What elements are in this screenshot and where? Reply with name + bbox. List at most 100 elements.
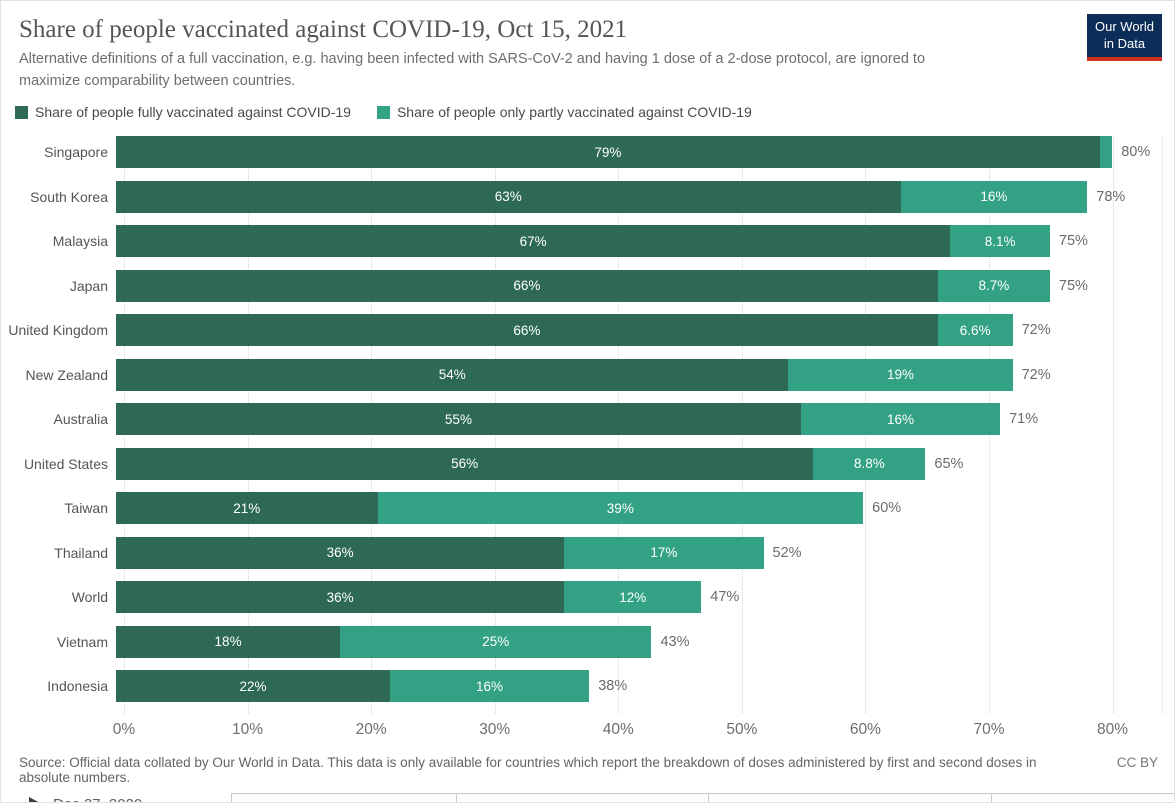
bar-value-label-full: 67%	[519, 233, 547, 249]
legend-item[interactable]: Share of people fully vaccinated against…	[15, 104, 351, 120]
play-icon[interactable]	[27, 796, 43, 803]
bar-rows: Singapore 79% 80% South Korea 63% 16% 78…	[1, 136, 1174, 715]
bar-value-label-part: 8.8%	[853, 456, 885, 472]
bar-value-label-part: 25%	[482, 634, 510, 650]
bar-value-label-full: 55%	[444, 411, 472, 427]
bar-segment-partly-vaccinated[interactable]: 16%	[900, 180, 1088, 213]
bar-segment-partly-vaccinated[interactable]: 6.6%	[937, 314, 1013, 347]
bar-track: 21% 39% 60%	[116, 492, 1162, 525]
bar-track: 54% 19% 72%	[116, 358, 1162, 391]
bar-segment-fully-vaccinated[interactable]: 21%	[116, 492, 378, 525]
bar-track: 36% 17% 52%	[116, 536, 1162, 569]
country-label: Thailand	[54, 544, 108, 561]
bar-value-label-part: 16%	[476, 678, 504, 694]
bar-row: World 36% 12% 47%	[1, 581, 1174, 626]
bar-segment-partly-vaccinated[interactable]: 8.8%	[813, 447, 926, 480]
bar-segment-fully-vaccinated[interactable]: 22%	[116, 670, 390, 703]
bar-segment-fully-vaccinated[interactable]: 55%	[116, 403, 801, 436]
bar-row: South Korea 63% 16% 78%	[1, 180, 1174, 226]
bar-value-label-full: 56%	[451, 456, 479, 472]
bar-segment-fully-vaccinated[interactable]: 63%	[116, 180, 901, 213]
bar-value-label-part: 19%	[886, 367, 914, 383]
bar-segment-fully-vaccinated[interactable]: 36%	[116, 536, 565, 569]
bar-total-label: 75%	[1058, 233, 1088, 250]
bar-segment-fully-vaccinated[interactable]: 54%	[116, 358, 789, 391]
bar-segment-fully-vaccinated[interactable]: 56%	[116, 447, 814, 480]
chart-legend: Share of people fully vaccinated against…	[15, 104, 1156, 120]
bar-value-label-full: 21%	[233, 500, 261, 516]
country-label: Singapore	[44, 144, 108, 161]
bar-total-label: 43%	[660, 633, 690, 650]
bar-segment-fully-vaccinated[interactable]: 66%	[116, 314, 938, 347]
bar-row: Vietnam 18% 25% 43%	[1, 625, 1174, 671]
bar-row: New Zealand 54% 19% 72%	[1, 358, 1174, 404]
bar-value-label-part: 16%	[980, 189, 1008, 205]
bar-segment-fully-vaccinated[interactable]: 66%	[116, 269, 938, 302]
bar-segment-partly-vaccinated[interactable]	[1099, 136, 1113, 169]
bar-value-label-full: 36%	[326, 545, 354, 561]
bar-track: 22% 16% 38%	[116, 670, 1162, 703]
bar-segment-fully-vaccinated[interactable]: 67%	[116, 225, 951, 258]
bar-track: 55% 16% 71%	[116, 403, 1162, 436]
bar-track: 63% 16% 78%	[116, 180, 1162, 213]
country-label: United Kingdom	[8, 322, 108, 339]
country-label: South Korea	[30, 188, 108, 205]
bar-value-label-part: 6.6%	[959, 322, 991, 338]
bar-total-label: 65%	[934, 455, 964, 472]
bar-value-label-part: 39%	[606, 500, 634, 516]
country-label: Australia	[53, 411, 108, 428]
bar-row: Thailand 36% 17% 52%	[1, 536, 1174, 582]
source-note: Source: Official data collated by Our Wo…	[19, 755, 1037, 786]
bar-track: 56% 8.8% 65%	[116, 447, 1162, 480]
bar-segment-partly-vaccinated[interactable]: 19%	[788, 358, 1013, 391]
bar-row: Malaysia 67% 8.1% 75%	[1, 225, 1174, 270]
bar-row: Australia 55% 16% 71%	[1, 403, 1174, 448]
legend-swatch	[15, 105, 28, 119]
bar-value-label-part: 17%	[650, 545, 678, 561]
bar-segment-partly-vaccinated[interactable]: 17%	[564, 536, 764, 569]
bar-segment-partly-vaccinated[interactable]: 8.7%	[937, 269, 1050, 302]
chart-footer: Source: Official data collated by Our Wo…	[19, 755, 1158, 785]
license-link[interactable]: CC BY	[1116, 755, 1158, 771]
bar-track: 18% 25% 43%	[116, 625, 1162, 658]
bar-segment-partly-vaccinated[interactable]: 16%	[389, 670, 590, 703]
bar-value-label-full: 54%	[438, 367, 466, 383]
bar-chart-area: Singapore 79% 80% South Korea 63% 16% 78…	[1, 136, 1174, 715]
bar-total-label: 52%	[772, 544, 802, 561]
chart-subtitle: Alternative definitions of a full vaccin…	[19, 50, 926, 89]
bar-value-label-part: 8.7%	[978, 278, 1010, 294]
bar-segment-fully-vaccinated[interactable]: 79%	[116, 136, 1100, 169]
country-label: Indonesia	[47, 678, 108, 695]
country-label: Japan	[69, 277, 108, 294]
owid-logo-line1: Our World	[1095, 19, 1154, 34]
table-cell	[708, 794, 991, 802]
bar-track: 36% 12% 47%	[116, 581, 1162, 614]
bar-segment-fully-vaccinated[interactable]: 36%	[116, 581, 565, 614]
bar-value-label-part: 16%	[886, 411, 914, 427]
bar-value-label-full: 18%	[214, 634, 242, 650]
bar-segment-partly-vaccinated[interactable]: 8.1%	[950, 225, 1050, 258]
legend-item[interactable]: Share of people only partly vaccinated a…	[376, 104, 752, 120]
x-axis-tick-label: 50%	[726, 721, 758, 739]
x-axis-tick-label: 70%	[973, 721, 1005, 739]
bar-row: Taiwan 21% 39% 60%	[1, 492, 1174, 537]
bar-total-label: 80%	[1121, 144, 1151, 161]
x-axis: 0% 10% 20% 30% 40% 50% 60% 70% 80%	[113, 719, 1162, 743]
owid-logo[interactable]: Our World in Data	[1087, 14, 1162, 61]
bar-total-label: 47%	[710, 589, 740, 606]
x-axis-tick-label: 60%	[849, 721, 881, 739]
bar-segment-partly-vaccinated[interactable]: 39%	[377, 492, 864, 525]
bar-segment-partly-vaccinated[interactable]: 16%	[800, 403, 1001, 436]
bar-segment-partly-vaccinated[interactable]: 25%	[340, 625, 652, 658]
bar-row: Japan 66% 8.7% 75%	[1, 269, 1174, 315]
bar-value-label-full: 66%	[513, 278, 541, 294]
bar-segment-partly-vaccinated[interactable]: 12%	[564, 581, 702, 614]
page-title: Share of people vaccinated against COVID…	[19, 16, 628, 43]
bar-total-label: 60%	[872, 500, 902, 517]
bar-track: 66% 8.7% 75%	[116, 269, 1162, 302]
bar-track: 67% 8.1% 75%	[116, 225, 1162, 258]
table-cell	[456, 794, 708, 802]
bar-total-label: 78%	[1096, 188, 1126, 205]
bar-segment-fully-vaccinated[interactable]: 18%	[116, 625, 341, 658]
